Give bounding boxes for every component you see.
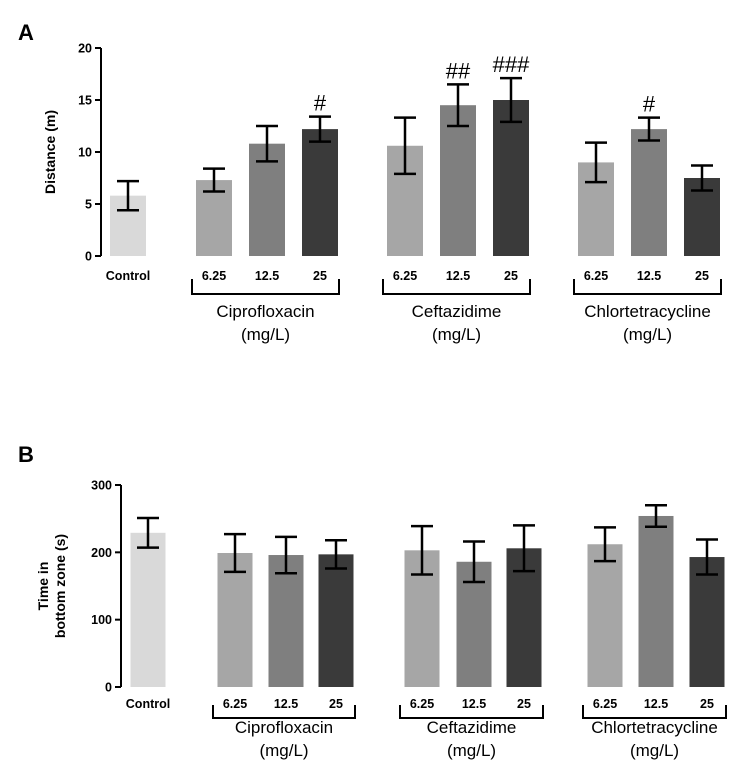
y-tick-label: 100 bbox=[91, 613, 112, 627]
category-label: 25 bbox=[313, 269, 327, 283]
category-label: 25 bbox=[504, 269, 518, 283]
bar bbox=[493, 100, 529, 256]
category-label: Control bbox=[126, 697, 170, 711]
category-label: 6.25 bbox=[223, 697, 247, 711]
category-label: 6.25 bbox=[202, 269, 226, 283]
y-tick-label: 0 bbox=[105, 681, 112, 695]
category-label: 6.25 bbox=[393, 269, 417, 283]
significance-marker: ### bbox=[493, 52, 530, 77]
y-tick-label: 20 bbox=[78, 42, 92, 56]
category-label: 25 bbox=[700, 697, 714, 711]
bar bbox=[638, 515, 674, 687]
group-bracket bbox=[191, 279, 340, 295]
category-label: 12.5 bbox=[637, 269, 661, 283]
category-label: 6.25 bbox=[584, 269, 608, 283]
group-unit-label: (mg/L) bbox=[241, 325, 290, 344]
group-label: Ciprofloxacin bbox=[235, 718, 333, 737]
category-label: 12.5 bbox=[644, 697, 668, 711]
category-label: Control bbox=[106, 269, 150, 283]
group-label: Ceftazidime bbox=[427, 718, 517, 737]
y-axis-label: Distance (m) bbox=[42, 110, 58, 194]
group-bracket bbox=[573, 279, 722, 295]
group-label: Ceftazidime bbox=[412, 302, 502, 321]
bar bbox=[318, 554, 354, 687]
category-label: 25 bbox=[329, 697, 343, 711]
category-label: 6.25 bbox=[593, 697, 617, 711]
panel-b-letter: B bbox=[18, 442, 34, 467]
group-unit-label: (mg/L) bbox=[447, 741, 496, 760]
category-label: 6.25 bbox=[410, 697, 434, 711]
y-tick-label: 10 bbox=[78, 146, 92, 160]
group-unit-label: (mg/L) bbox=[259, 741, 308, 760]
category-label: 12.5 bbox=[446, 269, 470, 283]
bar bbox=[440, 105, 476, 256]
y-tick-label: 15 bbox=[78, 94, 92, 108]
group-label: Ciprofloxacin bbox=[216, 302, 314, 321]
bar bbox=[130, 532, 166, 687]
y-tick-label: 5 bbox=[85, 198, 92, 212]
y-axis-label-line: bottom zone (s) bbox=[52, 534, 68, 638]
panel-a-letter: A bbox=[18, 20, 34, 45]
group-bracket bbox=[382, 279, 531, 295]
y-tick-label: 0 bbox=[85, 250, 92, 264]
group-unit-label: (mg/L) bbox=[432, 325, 481, 344]
bar bbox=[302, 129, 338, 256]
category-label: 12.5 bbox=[255, 269, 279, 283]
group-bracket bbox=[582, 705, 727, 719]
bar bbox=[268, 555, 304, 687]
y-axis-label-line: Time in bbox=[35, 562, 51, 611]
group-unit-label: (mg/L) bbox=[623, 325, 672, 344]
significance-marker: # bbox=[643, 92, 656, 117]
group-bracket bbox=[212, 705, 356, 719]
category-label: 25 bbox=[695, 269, 709, 283]
bar bbox=[587, 544, 623, 687]
y-tick-label: 300 bbox=[91, 479, 112, 493]
significance-marker: # bbox=[314, 91, 327, 116]
group-label: Chlortetracycline bbox=[591, 718, 718, 737]
y-axis-label: Time inbottom zone (s) bbox=[35, 534, 68, 638]
panel-b-chart: 0 100 200 300 Time inbottom zone (s) Control 6… bbox=[35, 479, 727, 760]
panel-a-chart: 0 5 10 15 20 Distance (m) Control 6.25 12.5 #25 6.… bbox=[42, 42, 722, 344]
bar bbox=[217, 553, 253, 687]
category-label: 12.5 bbox=[274, 697, 298, 711]
category-label: 12.5 bbox=[462, 697, 486, 711]
bar bbox=[689, 557, 725, 687]
bar bbox=[631, 129, 667, 256]
group-bracket bbox=[399, 705, 544, 719]
y-tick-label: 200 bbox=[91, 546, 112, 560]
group-unit-label: (mg/L) bbox=[630, 741, 679, 760]
significance-marker: ## bbox=[446, 58, 471, 83]
category-label: 25 bbox=[517, 697, 531, 711]
group-label: Chlortetracycline bbox=[584, 302, 711, 321]
